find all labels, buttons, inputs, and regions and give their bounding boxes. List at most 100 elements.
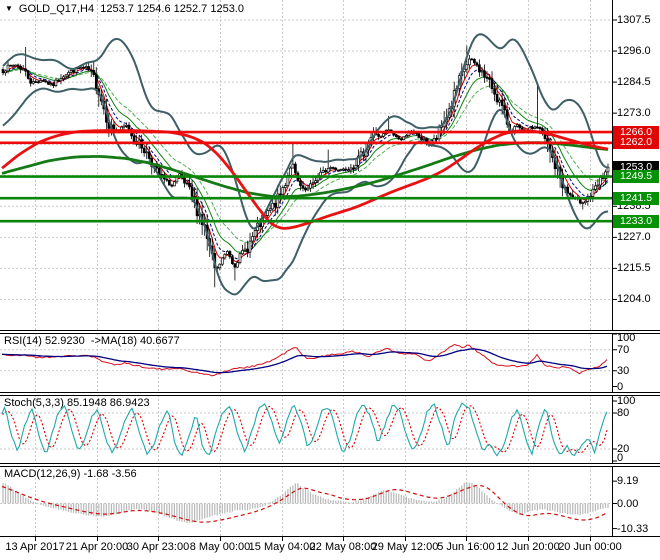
price-tick-label: 1215.5 [617,262,651,275]
candle-body [147,151,151,159]
candle-body [397,136,401,140]
candle-body [183,177,186,184]
candle-body [324,169,328,173]
price-tick-label: 1238.5 [617,200,651,213]
date-label: 13 Apr 2017 [5,541,65,553]
candle-body [473,58,476,64]
stoch-tick-label: 100 [617,395,636,407]
rsi-label: RSI(14) 52.9230 ->MA(18) 40.6677 [4,335,180,347]
candle-body [21,68,25,71]
candle-body [326,167,330,173]
date-label: 5 Jun 16:00 [437,541,495,553]
candle-body [578,198,582,204]
chart-title: ▼ GOLD_Q17,H4 1253.7 1254.6 1252.7 1253.… [5,3,244,15]
candle-body [483,70,486,78]
candle-body [495,93,499,103]
candle-body [87,66,91,71]
candle-body [34,81,38,83]
candle-body [233,263,237,268]
stochastic-label: Stoch(5,3,3) 85.1948 86.9423 [4,397,150,409]
stoch-tick-label: 0 [617,452,624,464]
candle-body [289,167,292,176]
candle-body [185,182,189,185]
candle-body [218,263,222,269]
candle-body [6,64,10,72]
bollinger-lower-line [2,87,609,296]
support-price-badge: 1249.5 [613,170,659,184]
candle-body [420,137,423,141]
candle-body [490,78,494,90]
candle-body [44,80,48,83]
candle-body [281,187,285,195]
macd-signal-line [1,484,609,523]
rsi-canvas[interactable] [0,333,660,393]
candle-body [278,193,282,196]
macd-canvas[interactable] [0,466,660,537]
candle-body [236,262,239,268]
candle-body [19,65,22,70]
stoch-d-line [2,405,608,454]
candle-body [500,99,504,106]
candle-body [604,171,607,179]
main-chart-canvas[interactable] [0,0,660,331]
main-chart-panel[interactable]: ▼ GOLD_Q17,H4 1253.7 1254.6 1252.7 1253.… [0,0,660,331]
rsi-tick-label: 30 [617,364,630,377]
slow-ma-green-line [1,141,609,198]
candle-body [84,66,88,68]
date-label: 8 May 00:00 [189,541,251,553]
candle-body [294,163,297,174]
candle-body [382,133,385,137]
candle-body [485,76,489,79]
support-price-badge: 1233.0 [613,214,659,228]
candle-body [26,70,30,79]
candle-body [566,186,570,194]
candle-body [170,184,174,187]
candle-body [271,202,275,210]
candle-body [16,64,20,67]
candle-body [314,180,317,183]
candle-body [478,64,481,73]
price-tick-label: 1273.0 [617,107,651,120]
candle-body [160,174,164,176]
candle-body [349,167,353,171]
candle-body [599,176,602,186]
candle-body [470,58,474,61]
candle-body [291,163,295,169]
candle-body [465,64,469,70]
candle-body [283,185,287,188]
date-label: 21 Apr 20:00 [65,541,129,553]
rsi-panel[interactable]: RSI(14) 52.9230 ->MA(18) 40.6677 100 70 30… [0,333,660,393]
candle-body [344,168,348,171]
candle-body [331,167,335,169]
candle-body [480,70,484,73]
candle-body [165,178,169,181]
dropdown-icon[interactable]: ▼ [5,4,13,13]
date-label: 29 May 12:00 [371,541,439,553]
candle-body [531,126,534,129]
resistance-price-badge: 1262.0 [613,136,659,150]
candle-body [64,74,68,78]
rsi-tick-label: 100 [617,332,636,344]
stochastic-canvas[interactable] [0,395,660,464]
stochastic-panel[interactable]: Stoch(5,3,3) 85.1948 86.9423 100 80 20 0 [0,395,660,464]
time-axis[interactable]: 13 Apr 2017 21 Apr 20:00 30 Apr 23:00 8 May… [0,537,660,560]
candle-body [125,124,128,127]
candle-body [493,88,496,95]
candle-body [404,135,408,138]
candle-body [220,257,224,265]
macd-tick-label: -10.33 [617,522,649,535]
macd-panel[interactable]: MACD(12,26,9) -1.68 -3.56 9.19 0.00 -10.33 [0,466,660,537]
candle-body [488,77,491,80]
candle-body [52,83,55,86]
support-price-badge: 1241.5 [613,191,659,205]
date-label: 22 May 08:00 [309,541,377,553]
candle-body [581,202,585,205]
candle-body [248,240,252,253]
candle-body [41,80,45,82]
candle-body [188,182,191,188]
candle-body [54,79,58,86]
rsi-ma-line [1,348,608,374]
candle-body [11,65,15,67]
candle-body [14,64,17,67]
